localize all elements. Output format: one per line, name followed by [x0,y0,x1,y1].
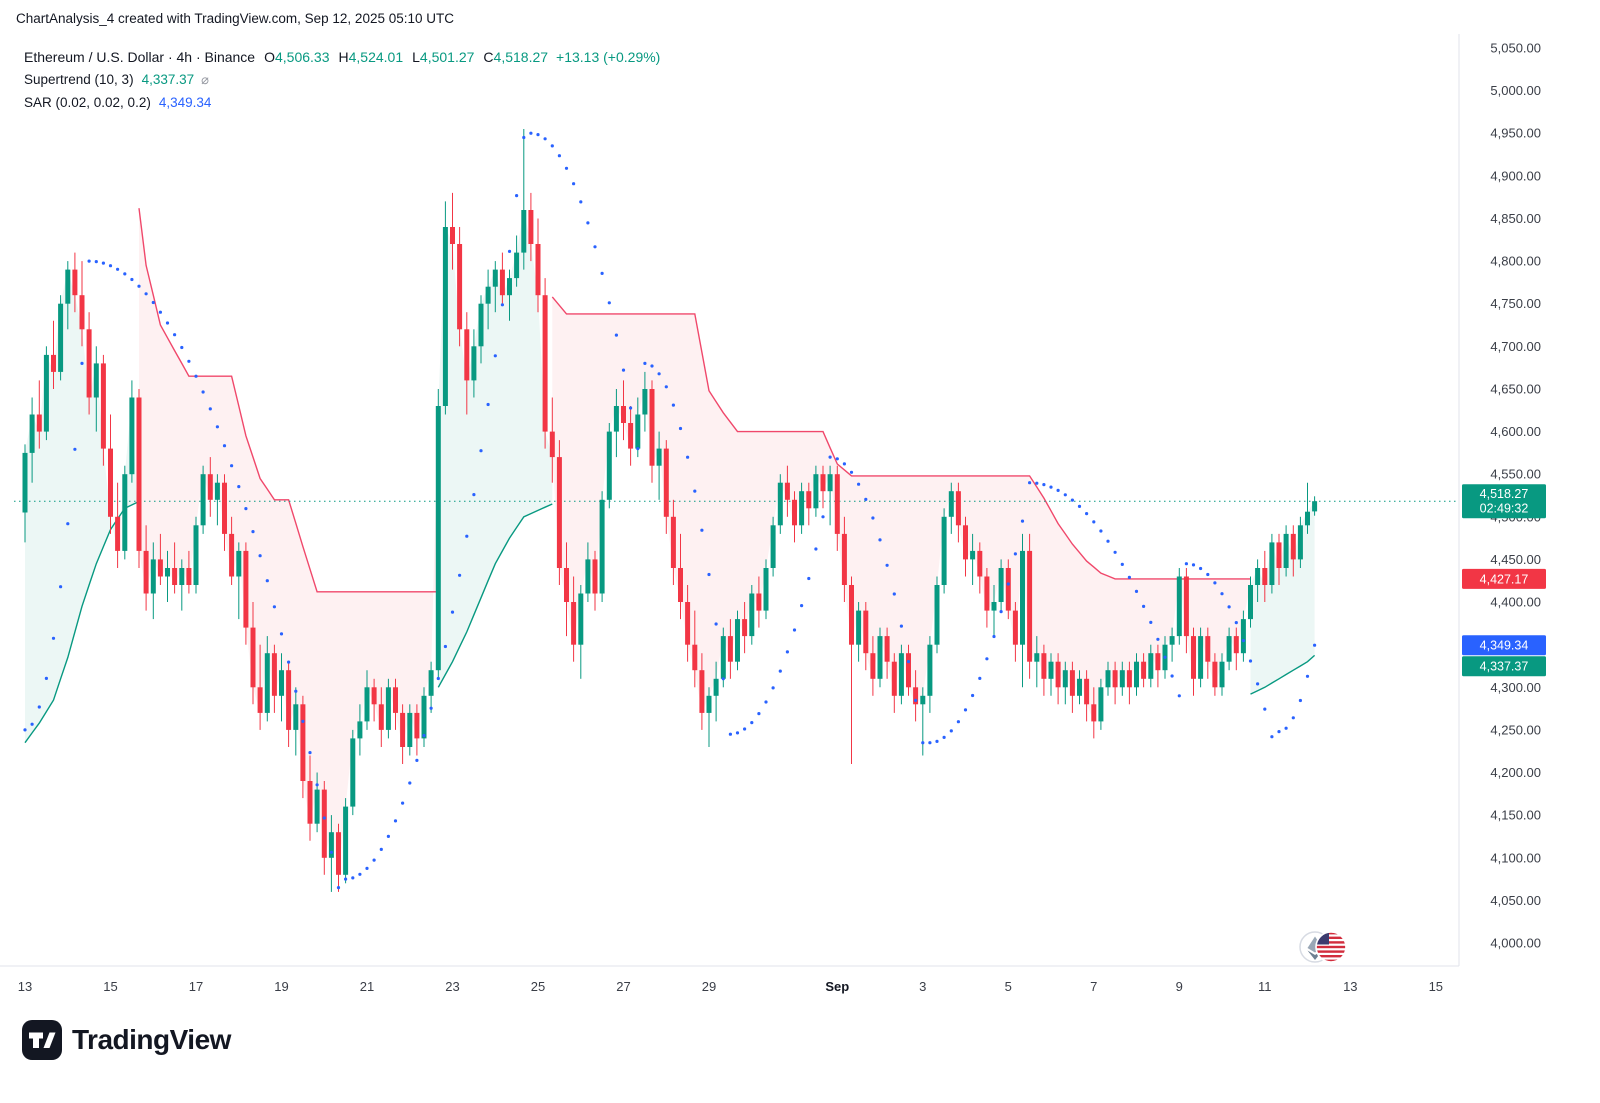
tradingview-logo-icon [22,1020,62,1060]
svg-text:5: 5 [1005,979,1012,994]
svg-text:4,550.00: 4,550.00 [1490,467,1541,482]
svg-text:4,150.00: 4,150.00 [1490,808,1541,823]
high-value: 4,524.01 [348,49,404,65]
close-key: C [483,49,494,65]
svg-text:4,349.34: 4,349.34 [1480,639,1529,653]
open-value: 4,506.33 [275,49,330,65]
symbol-pair-icon [1299,931,1347,963]
svg-text:25: 25 [531,979,545,994]
svg-text:4,100.00: 4,100.00 [1490,850,1541,865]
svg-text:4,337.37: 4,337.37 [1480,660,1529,674]
sar-name: SAR (0.02, 0.02, 0.2) [24,95,151,110]
supertrend-name: Supertrend (10, 3) [24,72,134,87]
indicator-row-supertrend[interactable]: Supertrend (10, 3) 4,337.37 ⌀ [24,68,660,91]
svg-text:02:49:32: 02:49:32 [1480,502,1529,516]
svg-text:4,050.00: 4,050.00 [1490,893,1541,908]
svg-text:4,600.00: 4,600.00 [1490,424,1541,439]
svg-text:4,800.00: 4,800.00 [1490,254,1541,269]
high-key: H [338,49,349,65]
svg-text:4,250.00: 4,250.00 [1490,722,1541,737]
svg-text:Sep: Sep [825,979,849,994]
svg-text:4,850.00: 4,850.00 [1490,211,1541,226]
symbol-legend-row[interactable]: Ethereum / U.S. Dollar · 4h · Binance O4,… [24,46,660,68]
svg-text:27: 27 [616,979,630,994]
svg-text:21: 21 [360,979,374,994]
svg-text:4,400.00: 4,400.00 [1490,595,1541,610]
svg-text:15: 15 [1429,979,1443,994]
svg-text:13: 13 [1343,979,1357,994]
open-key: O [264,49,275,65]
svg-text:9: 9 [1176,979,1183,994]
tradingview-brand[interactable]: TradingView [22,1020,231,1060]
sar-value: 4,349.34 [158,95,212,110]
svg-text:4,650.00: 4,650.00 [1490,382,1541,397]
svg-text:4,300.00: 4,300.00 [1490,680,1541,695]
svg-text:5,050.00: 5,050.00 [1490,41,1541,56]
svg-text:4,427.17: 4,427.17 [1480,572,1529,586]
close-value: 4,518.27 [493,49,549,65]
svg-text:4,950.00: 4,950.00 [1490,126,1541,141]
supertrend-value: 4,337.37 [141,72,195,87]
svg-text:7: 7 [1090,979,1097,994]
svg-text:17: 17 [189,979,203,994]
svg-text:15: 15 [103,979,117,994]
chart-watermark-title: ChartAnalysis_4 created with TradingView… [16,11,454,26]
svg-text:23: 23 [445,979,459,994]
svg-text:4,450.00: 4,450.00 [1490,552,1541,567]
chart-canvas[interactable]: 5,050.00 5,000.00 4,950.00 4,900.00 4,850.00… [0,34,1546,994]
low-value: 4,501.27 [419,49,475,65]
svg-text:4,518.27: 4,518.27 [1480,487,1529,501]
low-key: L [412,49,420,65]
svg-text:11: 11 [1258,979,1272,994]
supertrend-status-icon: ⌀ [201,72,209,87]
svg-text:5,000.00: 5,000.00 [1490,83,1541,98]
svg-text:3: 3 [919,979,926,994]
svg-text:29: 29 [702,979,716,994]
change-value: +13.13 (+0.29%) [556,49,661,65]
svg-text:4,900.00: 4,900.00 [1490,168,1541,183]
indicator-row-sar[interactable]: SAR (0.02, 0.02, 0.2) 4,349.34 [24,91,660,114]
svg-text:4,750.00: 4,750.00 [1490,296,1541,311]
symbol-name: Ethereum / U.S. Dollar · 4h · Binance [24,49,256,65]
svg-text:4,700.00: 4,700.00 [1490,339,1541,354]
svg-text:4,000.00: 4,000.00 [1490,936,1541,951]
svg-text:19: 19 [274,979,288,994]
legend: Ethereum / U.S. Dollar · 4h · Binance O4,… [24,46,660,114]
brand-text: TradingView [72,1024,231,1055]
svg-text:4,200.00: 4,200.00 [1490,765,1541,780]
svg-text:13: 13 [18,979,32,994]
